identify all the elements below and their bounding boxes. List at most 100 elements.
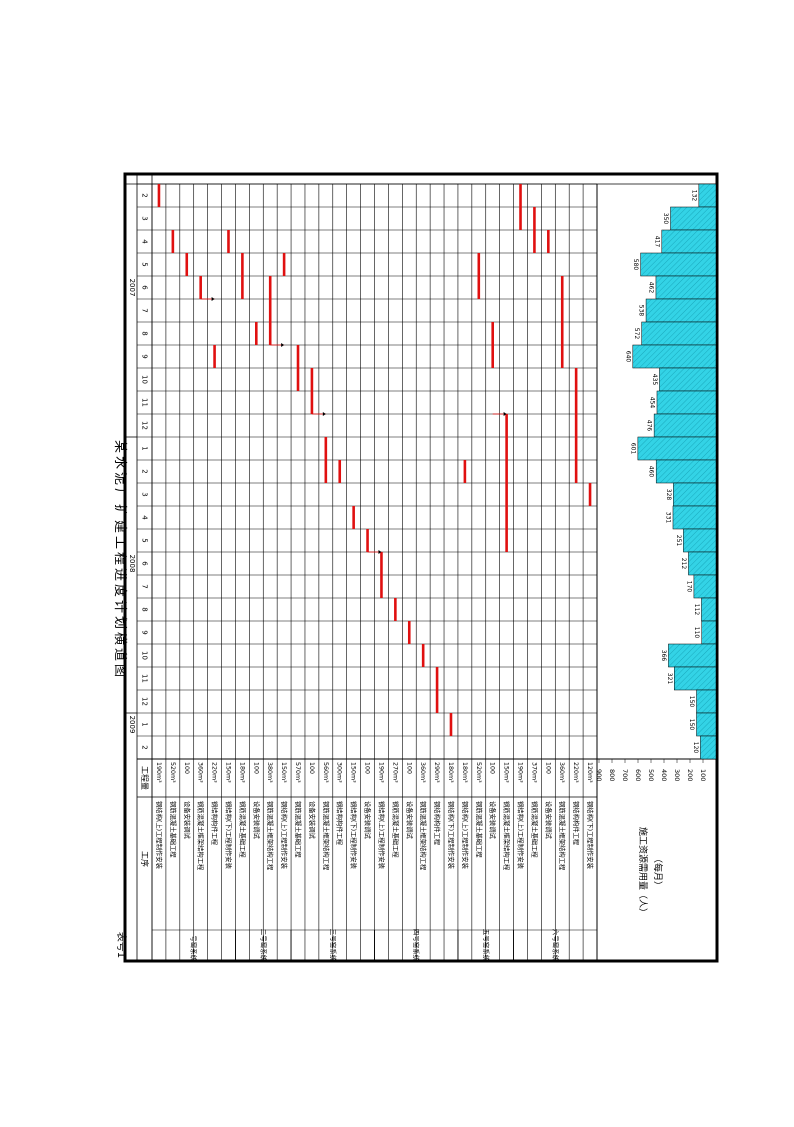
group-label: 一号窑系统	[190, 929, 199, 962]
year-label: 2009	[128, 716, 136, 734]
task-name: 钢结构(下)工程制作安装	[586, 801, 595, 870]
resource-bar	[674, 666, 717, 691]
task-quantity: 220m³	[211, 762, 218, 783]
task-quantity: 270m³	[391, 762, 398, 783]
resource-tick-label: 200	[686, 769, 694, 781]
task-quantity: 180m³	[447, 762, 454, 783]
task-quantity: 180m³	[461, 762, 468, 783]
resource-bar	[656, 390, 717, 415]
resource-bar	[672, 505, 717, 530]
task-name: 钢筋混凝土框架结构工程	[322, 801, 331, 871]
task-quantity: 100	[364, 762, 371, 774]
resource-tick-label: 100	[699, 769, 707, 781]
resource-value-label: 150	[688, 719, 695, 731]
month-label: 3	[141, 492, 149, 496]
resource-tick-label: 400	[660, 769, 668, 781]
resource-value-label: 350	[662, 213, 669, 225]
task-name: 设备安装调试	[405, 801, 414, 839]
task-quantity: 360m³	[197, 762, 204, 783]
resource-histogram: 132 350 417 580 462 538 572 640 435 454 476 601 460 3…	[595, 183, 717, 781]
month-label: 4	[141, 239, 149, 244]
month-label: 7	[141, 584, 149, 588]
task-quantity: 360m³	[558, 762, 565, 783]
group-label: 三号窑系统	[329, 929, 338, 962]
resource-bar	[673, 482, 717, 507]
resource-value-label: 460	[648, 466, 655, 478]
task-name: 设备安装调试	[252, 801, 261, 839]
task-quantity: 190m³	[155, 762, 162, 783]
resource-bar	[655, 275, 717, 300]
resource-value-label: 251	[675, 535, 682, 547]
year-label: 2007	[128, 279, 136, 297]
task-name: 钢结构构件工程	[572, 801, 581, 846]
resource-value-label: 331	[664, 512, 671, 524]
resource-tick-label: 500	[647, 769, 655, 781]
quantity-column-header: 工程量	[140, 766, 149, 790]
month-label: 6	[141, 561, 149, 566]
resource-bar	[661, 229, 717, 254]
task-name: 钢结构(上)工程制作安装	[155, 801, 164, 870]
task-quantity: 290m³	[433, 762, 440, 783]
resource-tick-label: 900	[595, 769, 603, 781]
month-label: 5	[141, 262, 149, 266]
resource-tick-label: 300	[673, 769, 681, 781]
task-quantity: 150m³	[350, 762, 357, 783]
group-label: 五号窑系统	[482, 929, 491, 962]
resource-bar	[653, 413, 717, 438]
group-label: 二号窑系统	[259, 929, 268, 962]
resource-axis-label: 施工资源需用量（人）	[637, 827, 649, 917]
task-name: 设备安装调试	[183, 801, 192, 839]
resource-bar	[693, 574, 717, 599]
task-quantity: 220m³	[572, 762, 579, 783]
resource-value-label: 132	[690, 190, 697, 202]
resource-bar	[632, 344, 717, 369]
month-label: 2	[141, 745, 149, 749]
resource-value-label: 170	[685, 581, 692, 593]
task-quantity: 150m³	[280, 762, 287, 783]
resource-bar	[645, 298, 717, 323]
month-label: 9	[141, 354, 149, 358]
month-label: 10	[141, 651, 149, 660]
resource-value-label: 321	[666, 673, 673, 685]
resource-bar	[696, 712, 717, 737]
resource-value-label: 580	[632, 259, 639, 271]
task-name: 设备安装调试	[308, 801, 317, 839]
month-label: 10	[141, 375, 149, 384]
resource-tick-label: 600	[634, 769, 642, 781]
resource-value-label: 601	[629, 443, 636, 455]
task-name: 钢结构(上)工程制作安装	[461, 801, 470, 870]
task-name: 钢结构构件工程	[336, 801, 345, 846]
task-quantity: 190m³	[517, 762, 524, 783]
task-name: 钢筋混凝土基础工程	[530, 801, 539, 858]
resource-value-label: 110	[693, 627, 700, 639]
task-name: 钢结构(上)工程制作安装	[377, 801, 386, 870]
resource-value-label: 640	[624, 351, 631, 363]
resource-axis-sublabel: （每月）	[652, 854, 664, 890]
task-quantity: 180m³	[238, 762, 245, 783]
task-name: 钢筋混凝土基础工程	[391, 801, 400, 858]
task-name: 设备安装调试	[544, 801, 553, 839]
resource-value-label: 435	[651, 374, 658, 386]
resource-value-label: 112	[693, 604, 700, 616]
dependency-arrow	[378, 550, 382, 554]
resource-tick-label: 800	[608, 769, 616, 781]
task-quantity: 520m³	[475, 762, 482, 783]
resource-value-label: 417	[653, 236, 660, 248]
month-label: 1	[141, 722, 149, 726]
task-name: 钢筋混凝土基础工程	[294, 801, 303, 858]
month-label: 11	[141, 398, 149, 407]
task-name: 钢结构构件工程	[433, 801, 442, 846]
task-name: 钢结构(下)工程制作安装	[224, 801, 233, 870]
task-name: 钢筋混凝土框架结构工程	[266, 801, 275, 871]
resource-bar	[670, 206, 717, 231]
month-label: 7	[141, 308, 149, 312]
year-label: 2008	[128, 555, 136, 573]
task-quantity: 100	[544, 762, 551, 774]
task-name: 钢结构构件工程	[211, 801, 220, 846]
resource-value-label: 454	[648, 397, 655, 409]
task-quantity: 300m³	[336, 762, 343, 783]
task-name: 钢结构(下)工程制作安装	[350, 801, 359, 870]
task-name: 钢结构(下)工程制作安装	[447, 801, 456, 870]
task-name: 钢筋混凝土基础工程	[169, 801, 178, 858]
